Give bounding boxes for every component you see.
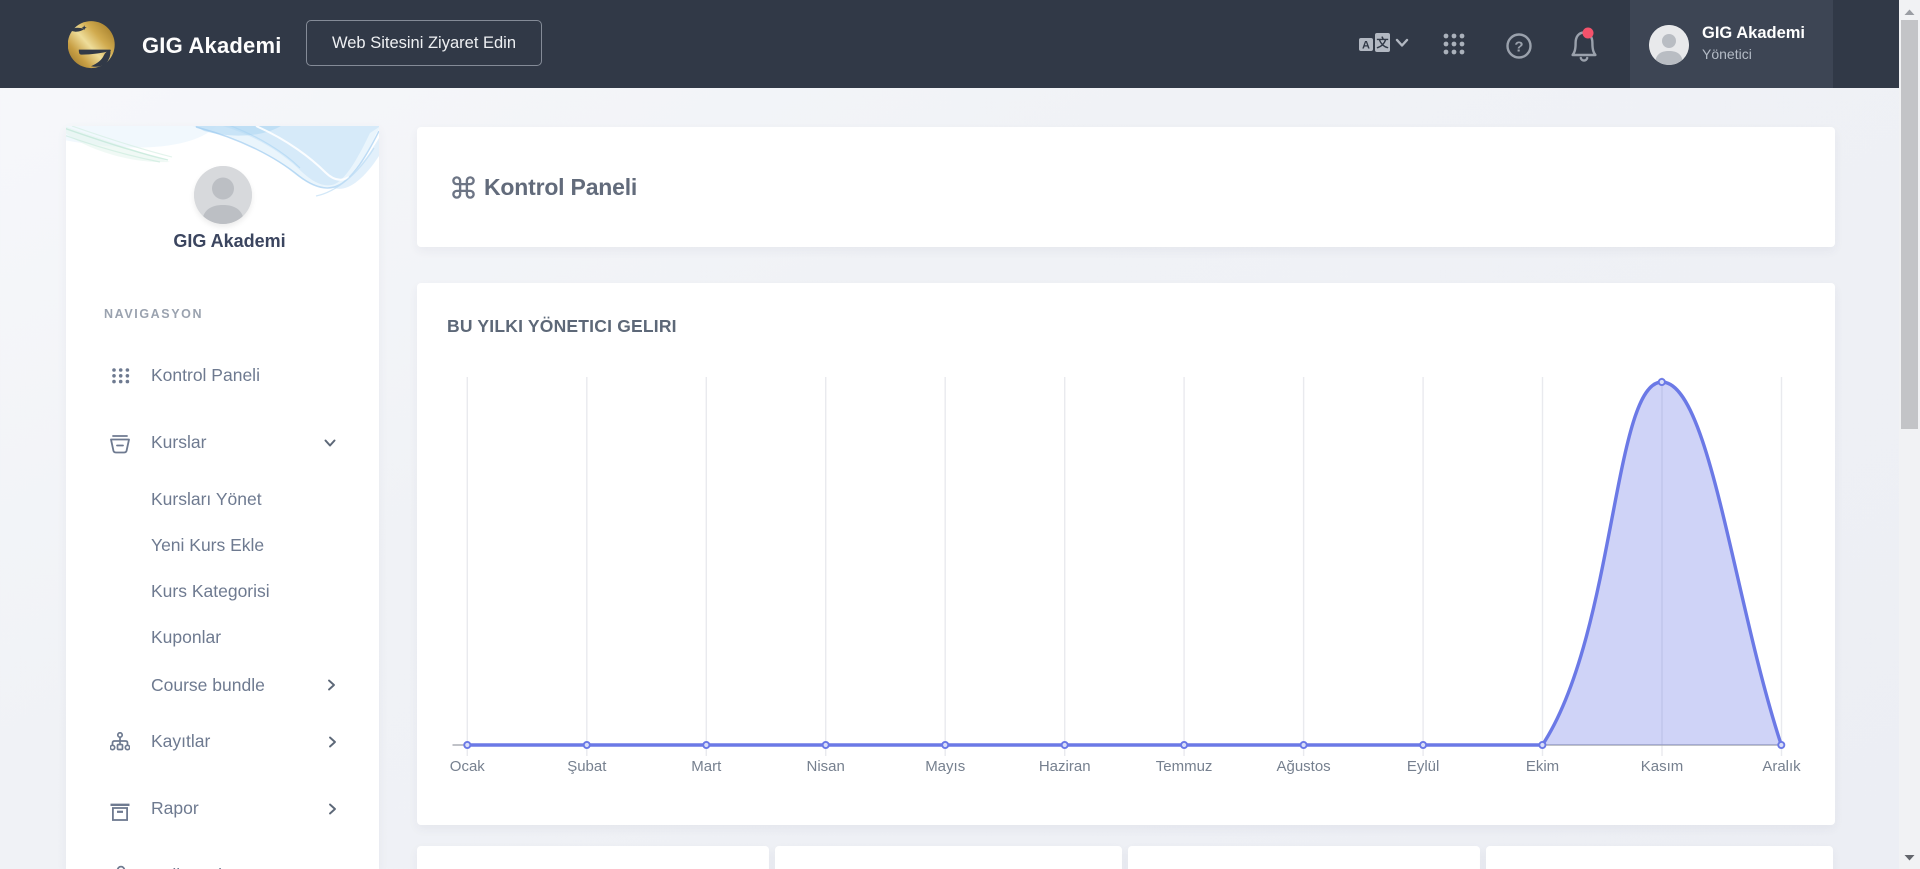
svg-text:Ocak: Ocak: [450, 758, 486, 775]
svg-text:Temmuz: Temmuz: [1156, 758, 1213, 775]
svg-text:Mayıs: Mayıs: [925, 758, 965, 775]
svg-text:Haziran: Haziran: [1039, 758, 1091, 775]
svg-text:Ekim: Ekim: [1526, 758, 1559, 775]
svg-text:Şubat: Şubat: [567, 758, 607, 775]
svg-text:Aralık: Aralık: [1762, 758, 1801, 775]
svg-text:?: ?: [1514, 39, 1523, 56]
svg-text:Kasım: Kasım: [1641, 758, 1684, 775]
svg-text:文: 文: [1376, 35, 1389, 50]
svg-text:A: A: [1362, 40, 1370, 52]
svg-text:Mart: Mart: [691, 758, 722, 775]
svg-text:Nisan: Nisan: [807, 758, 845, 775]
svg-text:Eylül: Eylül: [1407, 758, 1440, 775]
svg-text:Ağustos: Ağustos: [1276, 758, 1330, 775]
